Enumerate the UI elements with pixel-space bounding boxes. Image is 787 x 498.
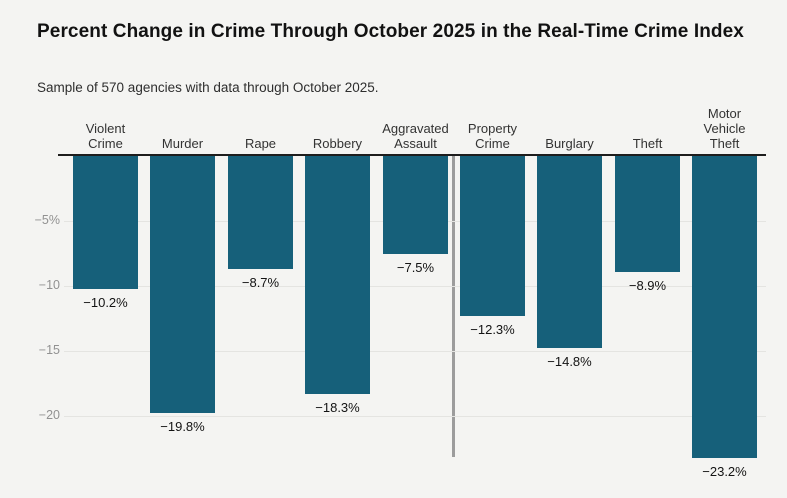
- bar-value-label-rape: −8.7%: [241, 275, 280, 290]
- category-label-theft: Theft: [632, 136, 663, 151]
- violent-property-divider-line: [452, 156, 455, 457]
- chart-title: Percent Change in Crime Through October …: [37, 21, 744, 42]
- y-gridline: [64, 286, 766, 287]
- y-gridline: [64, 351, 766, 352]
- bar-value-label-theft: −8.9%: [628, 278, 667, 293]
- y-axis-tick-label: −20: [38, 408, 60, 422]
- y-axis-tick-label: −10: [38, 278, 60, 292]
- bar-value-label-aggravated-assault: −7.5%: [396, 260, 435, 275]
- bar-motor-vehicle-theft: [692, 156, 757, 458]
- bar-property-crime: [460, 156, 525, 316]
- y-axis-tick-label: −15: [38, 343, 60, 357]
- category-label-property-crime: Property Crime: [467, 121, 518, 151]
- category-label-violent-crime: Violent Crime: [85, 121, 126, 151]
- bar-murder: [150, 156, 215, 413]
- category-label-rape: Rape: [244, 136, 277, 151]
- category-label-murder: Murder: [161, 136, 204, 151]
- bar-theft: [615, 156, 680, 272]
- bar-rape: [228, 156, 293, 269]
- bar-robbery: [305, 156, 370, 394]
- bar-aggravated-assault: [383, 156, 448, 254]
- x-axis-line: [58, 154, 766, 156]
- bar-value-label-murder: −19.8%: [160, 419, 205, 434]
- bar-value-label-violent-crime: −10.2%: [83, 295, 128, 310]
- bar-burglary: [537, 156, 602, 348]
- y-axis-tick-label: −5%: [34, 213, 60, 227]
- category-label-aggravated-assault: Aggravated Assault: [382, 121, 449, 151]
- bar-value-label-motor-vehicle-theft: −23.2%: [702, 464, 747, 479]
- bar-value-label-burglary: −14.8%: [547, 354, 592, 369]
- chart-subtitle: Sample of 570 agencies with data through…: [37, 80, 379, 95]
- bar-value-label-robbery: −18.3%: [315, 400, 360, 415]
- category-label-burglary: Burglary: [545, 136, 594, 151]
- category-label-robbery: Robbery: [312, 136, 363, 151]
- y-gridline: [64, 416, 766, 417]
- bar-value-label-property-crime: −12.3%: [470, 322, 515, 337]
- category-label-motor-vehicle-theft: Motor Vehicle Theft: [703, 106, 746, 151]
- bar-violent-crime: [73, 156, 138, 289]
